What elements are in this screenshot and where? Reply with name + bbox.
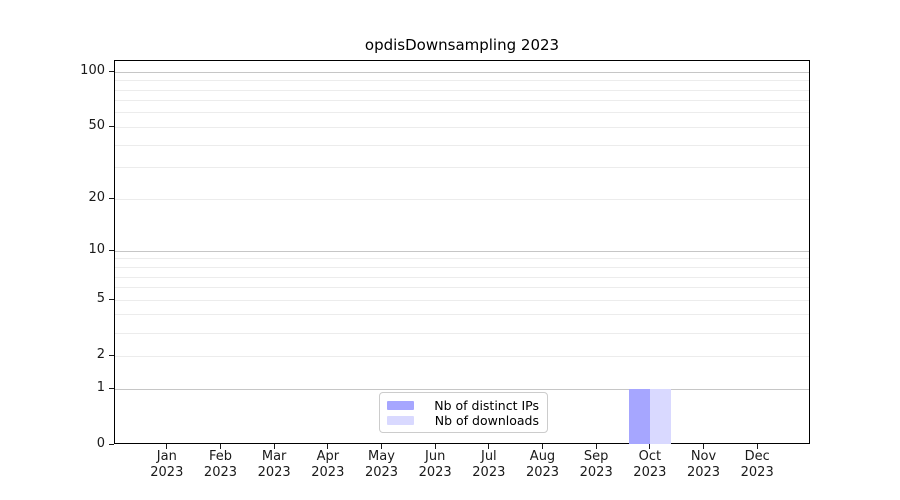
plot-area (114, 60, 810, 444)
x-tick-label-aug: Aug 2023 (525, 449, 560, 480)
x-tick-label-nov: Nov 2023 (686, 449, 721, 480)
y-tick-label: 1 (96, 380, 105, 395)
x-tick-label-oct: Oct 2023 (633, 449, 667, 480)
y-gridline-minor (115, 299, 809, 301)
y-tick-mark (109, 354, 114, 356)
x-tick-mark (488, 444, 490, 449)
y-tick-label: 50 (88, 118, 105, 134)
x-tick-mark (219, 444, 221, 449)
x-tick-label-dec: Dec 2023 (740, 449, 774, 480)
y-tick-label: 20 (88, 190, 105, 206)
x-tick-mark (595, 444, 597, 449)
y-tick-mark (109, 443, 114, 445)
y-tick-label: 10 (88, 242, 105, 258)
legend-label-distinct-ips: Nb of distinct IPs (434, 398, 539, 413)
y-tick-mark (109, 387, 114, 389)
y-gridline-minor (115, 100, 809, 102)
x-tick-label-jul: Jul 2023 (472, 449, 506, 480)
legend-item-downloads: Nb of downloads (387, 413, 539, 428)
y-gridline-minor (115, 332, 809, 334)
bar-s0-oct (629, 389, 651, 444)
y-gridline-minor (115, 126, 809, 128)
y-gridline-minor (115, 89, 809, 91)
y-gridline-minor (115, 314, 809, 316)
chart-title: opdisDownsampling 2023 (364, 36, 560, 54)
x-tick-mark (703, 444, 705, 449)
x-tick-label-jan: Jan 2023 (150, 449, 184, 480)
x-tick-label-jun: Jun 2023 (418, 449, 452, 480)
x-tick-mark (327, 444, 329, 449)
y-tick-mark (109, 197, 114, 199)
x-tick-mark (756, 444, 758, 449)
y-tick-mark (109, 298, 114, 300)
y-gridline-minor (115, 276, 809, 278)
x-tick-label-may: May 2023 (364, 449, 399, 480)
x-tick-label-sep: Sep 2023 (579, 449, 613, 480)
y-gridline-minor (115, 258, 809, 260)
y-gridline-minor (115, 198, 809, 200)
y-gridline-minor (115, 355, 809, 357)
x-tick-label-apr: Apr 2023 (311, 449, 345, 480)
x-tick-mark (273, 444, 275, 449)
x-tick-mark (380, 444, 382, 449)
x-tick-mark (434, 444, 436, 449)
y-tick-mark (109, 125, 114, 127)
y-tick-label: 5 (96, 291, 105, 307)
x-tick-mark (649, 444, 651, 449)
y-tick-mark (109, 70, 114, 72)
y-gridline-minor (115, 112, 809, 114)
x-tick-label-feb: Feb 2023 (203, 449, 238, 480)
x-tick-mark (542, 444, 543, 449)
x-tick-mark (166, 444, 168, 449)
legend-label-downloads: Nb of downloads (434, 413, 539, 428)
y-tick-mark (109, 249, 114, 251)
legend-swatch-downloads (387, 416, 414, 425)
legend-swatch-distinct-ips (387, 401, 414, 410)
y-gridline-minor (115, 167, 809, 169)
y-gridline-minor (115, 80, 809, 82)
legend: Nb of distinct IPs Nb of downloads (379, 392, 548, 433)
y-gridline-major (115, 250, 809, 252)
x-tick-label-mar: Mar 2023 (257, 449, 291, 480)
y-tick-label: 0 (96, 436, 105, 451)
y-gridline-minor (115, 287, 809, 289)
y-tick-label: 100 (80, 63, 105, 79)
y-gridline-major (115, 388, 809, 390)
y-tick-label: 2 (96, 347, 105, 363)
y-gridline-minor (115, 144, 809, 146)
y-gridline-minor (115, 267, 809, 268)
legend-item-distinct-ips: Nb of distinct IPs (387, 398, 539, 413)
bar-s1-oct (650, 389, 672, 444)
y-gridline-major (115, 71, 809, 73)
